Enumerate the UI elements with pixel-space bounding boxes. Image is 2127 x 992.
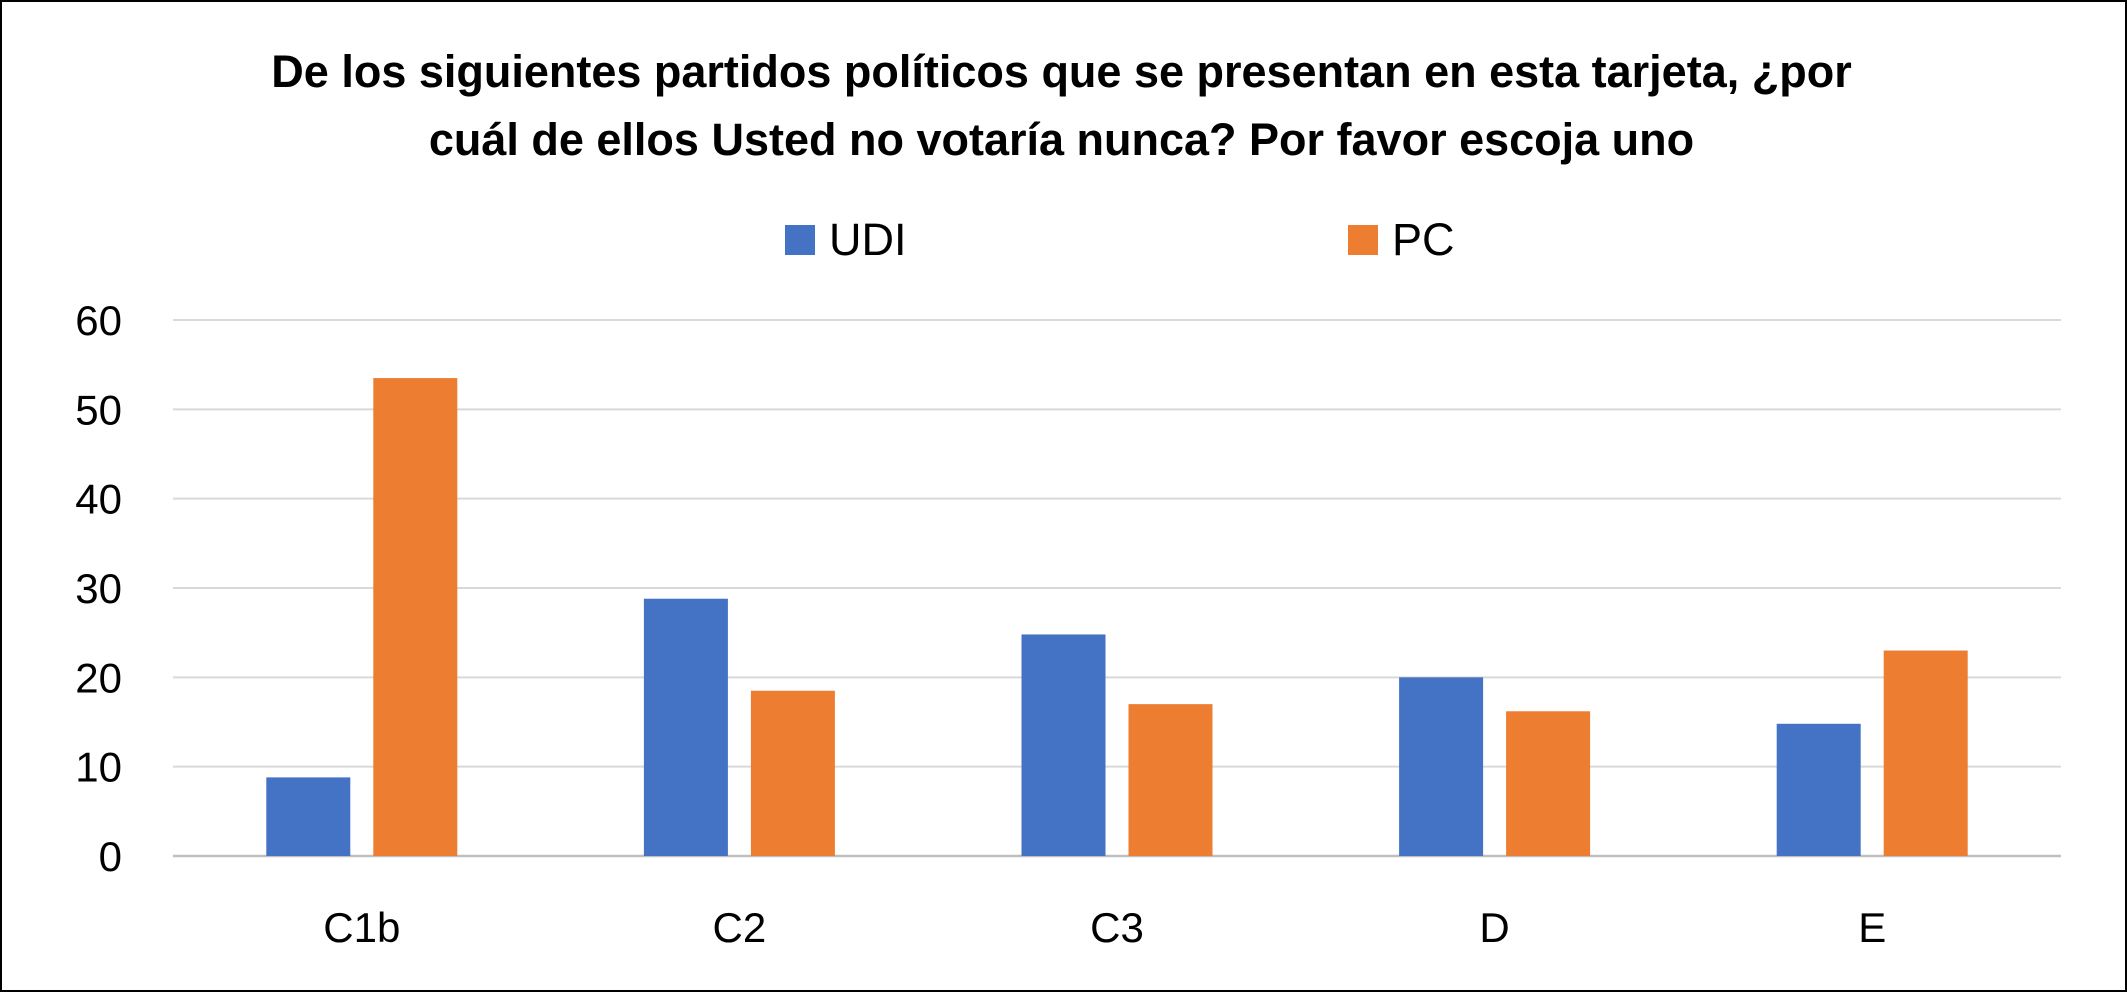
x-tick-label: C2 <box>713 904 767 951</box>
bar-pc-c1b <box>373 378 458 856</box>
legend-item-udi: UDI <box>785 210 907 270</box>
y-tick-label: 0 <box>99 833 122 880</box>
bar-udi-c3 <box>1021 634 1106 856</box>
bar-udi-c2 <box>643 598 728 856</box>
legend-swatch-udi <box>785 225 815 255</box>
y-tick-label: 20 <box>75 654 122 701</box>
y-tick-label: 50 <box>75 386 122 433</box>
chart-title-line-2: cuál de ellos Usted no votaría nunca? Po… <box>428 114 1695 165</box>
bar-udi-c1b <box>266 777 351 856</box>
bar-pc-e <box>1883 650 1968 856</box>
x-tick-label: D <box>1479 904 1509 951</box>
y-tick-label: 30 <box>75 565 122 612</box>
legend-item-pc: PC <box>1348 210 1455 270</box>
legend-label-pc: PC <box>1392 214 1455 265</box>
legend-label-udi: UDI <box>829 214 907 265</box>
bar-pc-d <box>1506 711 1591 856</box>
bar-pc-c3 <box>1128 704 1213 856</box>
chart-title-line-1: De los siguientes partidos políticos que… <box>271 46 1852 97</box>
bar-udi-d <box>1399 677 1484 856</box>
y-tick-label: 60 <box>75 297 122 344</box>
y-tick-label: 10 <box>75 744 122 791</box>
x-tick-label: C3 <box>1090 904 1144 951</box>
chart-legend: UDI PC <box>0 210 2123 270</box>
chart-title: De los siguientes partidos políticos que… <box>0 38 2123 174</box>
y-tick-label: 40 <box>75 476 122 523</box>
x-tick-label: E <box>1858 904 1886 951</box>
x-tick-label: C1b <box>323 904 400 951</box>
legend-swatch-pc <box>1348 225 1378 255</box>
bar-udi-e <box>1776 723 1861 856</box>
bar-pc-c2 <box>750 690 835 856</box>
